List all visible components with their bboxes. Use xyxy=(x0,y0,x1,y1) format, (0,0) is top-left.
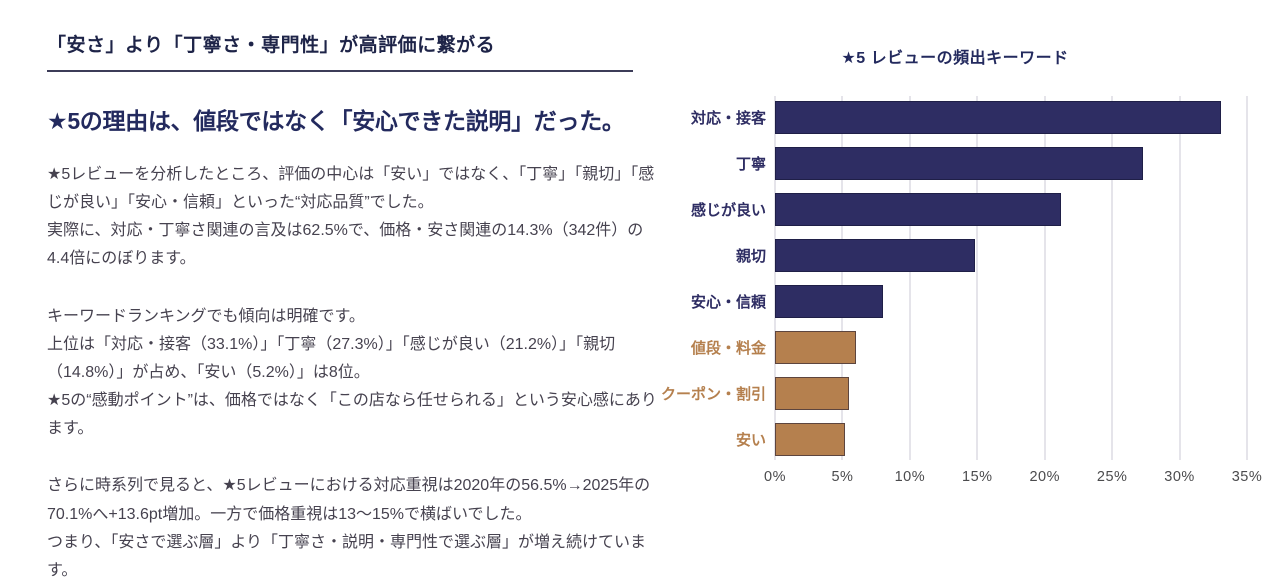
x-tick-label: 25% xyxy=(1096,469,1128,485)
bar-label: 値段・料金 xyxy=(690,339,766,357)
page-title: ★5の理由は、値段ではなく「安心できた説明」だった。 xyxy=(47,108,625,134)
header-divider xyxy=(47,70,633,72)
gridline xyxy=(1246,96,1248,460)
paragraph-keyword-ranking: キーワードランキングでも傾向は明確です。 上位は「対応・接客（33.1%）」「丁… xyxy=(47,307,657,438)
bar xyxy=(775,422,846,456)
x-axis: 0% 5% 10% 15% 20% 25% 30% 35% xyxy=(764,469,1262,491)
x-tick-label: 35% xyxy=(1231,469,1263,485)
gridline xyxy=(1111,96,1114,460)
bar xyxy=(775,192,1061,226)
bar-row xyxy=(775,140,1247,186)
bar-label: 感じが良い xyxy=(690,201,766,219)
bar-chart: ★5 レビューの頻出キーワード 対応・接客丁寧感じが良い親切安心・信頼値段・料金… xyxy=(660,44,1262,491)
bar-row xyxy=(775,416,1247,462)
x-tick-label: 10% xyxy=(894,469,926,485)
bar-label: 安心・信頼 xyxy=(690,293,766,311)
section-header: 「安さ」より「丁寧さ・専門性」が高評価に繋がる xyxy=(47,34,496,56)
gridline xyxy=(1178,96,1181,460)
bar-label: クーポン・割引 xyxy=(660,385,766,403)
chart-title: ★5 レビューの頻出キーワード xyxy=(841,50,1069,67)
left-text-column: 「安さ」より「丁寧さ・専門性」が高評価に繋がる ★5の理由は、値段ではなく「安心… xyxy=(47,30,659,585)
x-tick-label: 0% xyxy=(764,469,786,485)
bar-labels-column: 対応・接客丁寧感じが良い親切安心・信頼値段・料金クーポン・割引安い xyxy=(660,94,775,462)
bar xyxy=(775,376,850,410)
gridline xyxy=(908,96,911,460)
gridline xyxy=(976,96,979,460)
bar xyxy=(775,238,975,272)
x-tick-label: 5% xyxy=(831,469,854,485)
bar-row xyxy=(775,278,1247,324)
bar-row xyxy=(775,370,1247,416)
bar xyxy=(775,146,1144,180)
gridline xyxy=(1043,96,1046,460)
chart-body: 対応・接客丁寧感じが良い親切安心・信頼値段・料金クーポン・割引安い xyxy=(660,94,1248,462)
bar-row xyxy=(775,232,1247,278)
bar xyxy=(775,100,1222,134)
x-tick-label: 20% xyxy=(1029,469,1060,485)
x-tick-label: 15% xyxy=(962,469,993,485)
bar-row xyxy=(775,324,1247,370)
bar-row xyxy=(775,186,1247,232)
gridline xyxy=(841,96,844,460)
chart-plot xyxy=(774,94,1248,462)
bar-label: 丁寧 xyxy=(735,155,766,173)
bar xyxy=(775,330,856,364)
paragraph-time-series: さらに時系列で見ると、★5レビューにおける対応重視は2020年の56.5%→20… xyxy=(47,477,651,579)
paragraph-analysis: ★5レビューを分析したところ、評価の中心は「安い」ではなく、「丁寧」「親切」「感… xyxy=(47,166,655,268)
bar-row xyxy=(775,94,1247,140)
bar-label: 安い xyxy=(735,431,766,449)
x-tick-label: 30% xyxy=(1164,469,1195,485)
gridline xyxy=(774,96,776,460)
bar-label: 対応・接客 xyxy=(690,109,766,127)
bar-label: 親切 xyxy=(735,247,766,265)
bar xyxy=(775,284,883,318)
